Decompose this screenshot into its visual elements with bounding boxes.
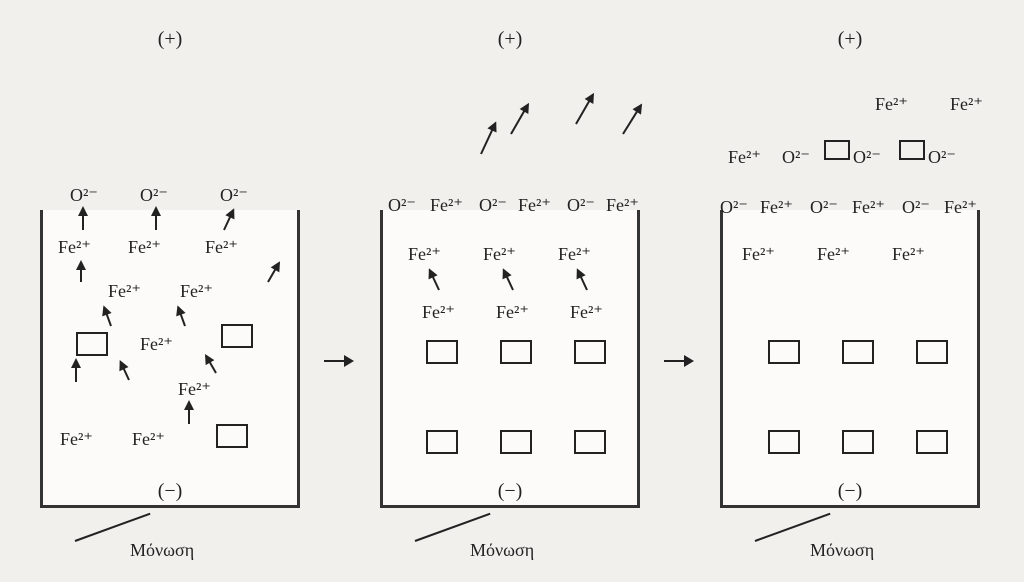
ion-fe2plus: Fe²⁺	[742, 245, 775, 263]
ion-o2minus: O²⁻	[928, 148, 956, 166]
bottom-sign: (−)	[838, 480, 863, 503]
top-sign: (+)	[158, 28, 183, 51]
ion-fe2plus: Fe²⁺	[570, 303, 603, 321]
vacancy-box	[216, 424, 248, 448]
ion-fe2plus: Fe²⁺	[606, 196, 639, 214]
ion-fe2plus: Fe²⁺	[205, 238, 238, 256]
ion-o2minus: O²⁻	[853, 148, 881, 166]
ion-fe2plus: Fe²⁺	[58, 238, 91, 256]
vacancy-box	[76, 332, 108, 356]
vacancy-box	[221, 324, 253, 348]
motion-arrow	[82, 208, 84, 230]
ion-fe2plus: Fe²⁺	[132, 430, 165, 448]
ion-fe2plus: Fe²⁺	[483, 245, 516, 263]
diagram-stage: (+) (−) O²⁻ O²⁻ O²⁻ Fe²⁺ Fe²⁺ Fe²⁺ Fe²⁺ …	[0, 0, 1024, 582]
motion-arrow	[80, 262, 82, 282]
ion-fe2plus: Fe²⁺	[180, 282, 213, 300]
panel-2: (+) (−) O²⁻ Fe²⁺ O²⁻ Fe²⁺ O²⁻ Fe²⁺ Fe²⁺ …	[360, 0, 660, 560]
vacancy-box	[899, 140, 925, 160]
vacancy-box	[824, 140, 850, 160]
vacancy-box	[768, 430, 800, 454]
motion-arrow	[75, 360, 77, 382]
vacancy-box	[842, 430, 874, 454]
ion-fe2plus: Fe²⁺	[558, 245, 591, 263]
ion-o2minus: O²⁻	[479, 196, 507, 214]
ion-fe2plus: Fe²⁺	[950, 95, 983, 113]
insulation-label: Μόνωση	[810, 540, 874, 561]
ion-o2minus: O²⁻	[140, 186, 168, 204]
ion-fe2plus: Fe²⁺	[178, 380, 211, 398]
ion-fe2plus: Fe²⁺	[422, 303, 455, 321]
motion-arrow	[188, 402, 190, 424]
ion-fe2plus: Fe²⁺	[875, 95, 908, 113]
ion-fe2plus: Fe²⁺	[944, 198, 977, 216]
ion-o2minus: O²⁻	[388, 196, 416, 214]
ion-fe2plus: Fe²⁺	[108, 282, 141, 300]
ion-o2minus: O²⁻	[567, 196, 595, 214]
motion-arrow	[155, 208, 157, 230]
panel-3: (+) (−) Fe²⁺ Fe²⁺ Fe²⁺ O²⁻ O²⁻ O²⁻ O²⁻ F…	[700, 0, 1000, 560]
ion-fe2plus: Fe²⁺	[728, 148, 761, 166]
ion-fe2plus: Fe²⁺	[408, 245, 441, 263]
vacancy-box	[426, 430, 458, 454]
ion-o2minus: O²⁻	[810, 198, 838, 216]
top-sign: (+)	[838, 28, 863, 51]
vacancy-box	[500, 340, 532, 364]
ion-o2minus: O²⁻	[782, 148, 810, 166]
ion-fe2plus: Fe²⁺	[430, 196, 463, 214]
escape-arrow	[622, 105, 642, 135]
ion-fe2plus: Fe²⁺	[817, 245, 850, 263]
vacancy-box	[916, 430, 948, 454]
ion-o2minus: O²⁻	[70, 186, 98, 204]
vacancy-box	[574, 430, 606, 454]
ion-fe2plus: Fe²⁺	[128, 238, 161, 256]
ion-fe2plus: Fe²⁺	[496, 303, 529, 321]
ion-o2minus: O²⁻	[220, 186, 248, 204]
top-sign: (+)	[498, 28, 523, 51]
ion-fe2plus: Fe²⁺	[892, 245, 925, 263]
ion-fe2plus: Fe²⁺	[518, 196, 551, 214]
escape-arrow	[480, 123, 496, 155]
escape-arrow	[510, 104, 529, 134]
insulation-pointer	[415, 513, 491, 542]
insulation-pointer	[755, 513, 831, 542]
ion-fe2plus: Fe²⁺	[760, 198, 793, 216]
panel-1: (+) (−) O²⁻ O²⁻ O²⁻ Fe²⁺ Fe²⁺ Fe²⁺ Fe²⁺ …	[20, 0, 320, 560]
ion-fe2plus: Fe²⁺	[852, 198, 885, 216]
ion-o2minus: O²⁻	[720, 198, 748, 216]
transition-arrow	[324, 360, 352, 362]
vacancy-box	[574, 340, 606, 364]
transition-arrow	[664, 360, 692, 362]
ion-fe2plus: Fe²⁺	[140, 335, 173, 353]
ion-o2minus: O²⁻	[902, 198, 930, 216]
vacancy-box	[768, 340, 800, 364]
insulation-label: Μόνωση	[470, 540, 534, 561]
vacancy-box	[842, 340, 874, 364]
insulation-pointer	[75, 513, 151, 542]
insulation-label: Μόνωση	[130, 540, 194, 561]
bottom-sign: (−)	[158, 480, 183, 503]
escape-arrow	[575, 94, 594, 124]
vacancy-box	[500, 430, 532, 454]
ion-fe2plus: Fe²⁺	[60, 430, 93, 448]
vacancy-box	[426, 340, 458, 364]
vacancy-box	[916, 340, 948, 364]
bottom-sign: (−)	[498, 480, 523, 503]
